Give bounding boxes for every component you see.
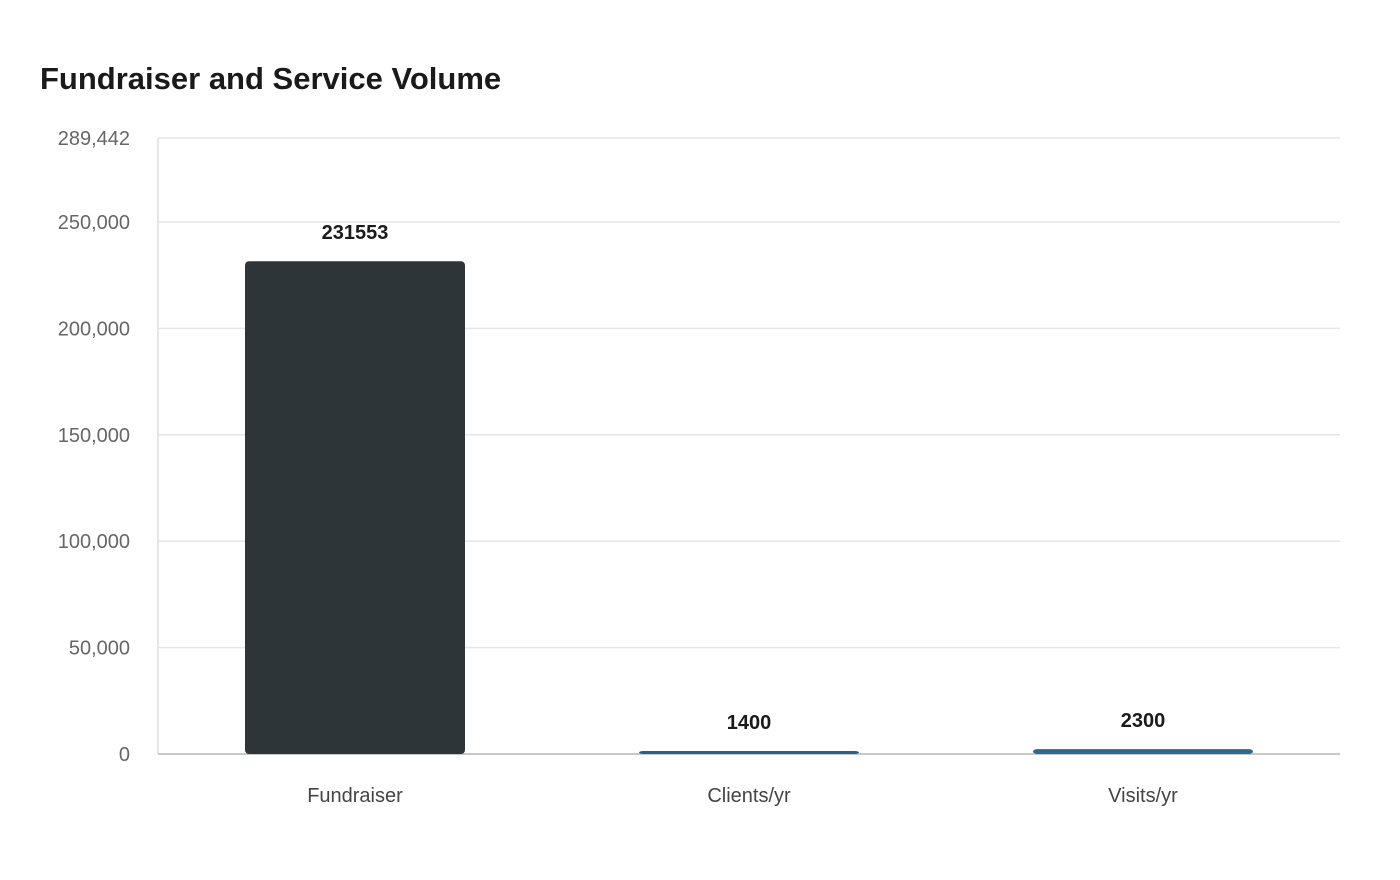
y-tick-label: 100,000 [58,531,130,553]
data-label: 231553 [322,222,389,244]
data-labels: 231553 1400 2300 [322,222,1166,734]
x-category-labels: Fundraiser Clients/yr Visits/yr [307,785,1178,807]
y-tick-label: 0 [119,744,130,766]
y-tick-label: 289,442 [58,128,130,150]
bar-visits-yr [1033,749,1253,754]
bar-clients-yr [639,751,859,754]
bar-fundraiser [245,261,465,754]
x-category-label: Fundraiser [307,785,403,807]
bars [245,261,1253,754]
y-tick-labels: 0 50,000 100,000 150,000 200,000 250,000 289,4… [58,128,130,766]
x-category-label: Visits/yr [1108,785,1178,807]
chart-title: Fundraiser and Service Volume [40,61,502,96]
y-tick-label: 200,000 [58,318,130,340]
y-tick-label: 50,000 [69,638,130,660]
x-category-label: Clients/yr [707,785,791,807]
y-tick-label: 250,000 [58,212,130,234]
data-label: 1400 [727,712,772,734]
data-label: 2300 [1121,710,1166,732]
y-tick-label: 150,000 [58,425,130,447]
